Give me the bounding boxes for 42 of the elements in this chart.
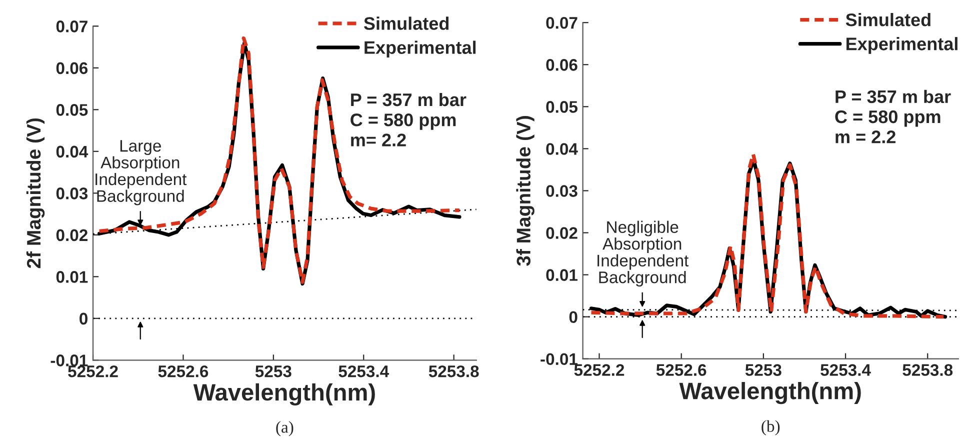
y-axis-title: 2f Magnitude (V) [26, 118, 45, 268]
y-tick-label: 0.06 [546, 59, 578, 71]
y-tick-label: 0.04 [546, 143, 578, 155]
legend-label: Experimental [846, 37, 958, 54]
annotation: P = 357 m bar C = 580 ppm m= 2.2 [350, 92, 466, 146]
x-tick-label: 5252.2 [68, 365, 118, 378]
x-axis-title: Wavelength(nm) [679, 382, 861, 404]
text: (b) [762, 420, 780, 436]
y-axis-title: 3f Magnitude (V) [516, 116, 534, 266]
x-tick-label: 5253 [745, 364, 782, 376]
x-tick-label: 5253.4 [820, 364, 871, 376]
annotation: P = 357 m bar C = 580 ppm m = 2.2 [835, 90, 951, 144]
y-tick-label: 0.01 [56, 271, 88, 283]
x-tick-label: 5253.4 [338, 365, 390, 378]
x-tick-label: 5253 [255, 365, 292, 378]
y-tick-label: 0.07 [546, 16, 578, 29]
y-tick-label: 0 [569, 311, 578, 324]
x-tick-label: 5252.2 [574, 364, 624, 376]
legend-label: Simulated [364, 16, 449, 30]
y-tick-label: 0.04 [56, 146, 88, 158]
legend-label: Simulated [846, 13, 930, 26]
y-tick-label: 0.06 [56, 62, 88, 74]
text: (a) [276, 421, 294, 436]
x-tick-label: 5252.6 [656, 364, 706, 376]
annotation: Large Absorption Independent Background [96, 140, 187, 206]
x-tick-label: 5253.8 [902, 364, 953, 376]
y-tick-label: -0.01 [50, 354, 88, 366]
y-tick-label: 0.05 [56, 104, 88, 116]
y-tick-label: 0.05 [546, 101, 578, 113]
annotation: Negligible Absorption Independent Background [598, 220, 689, 287]
y-tick-label: 0.07 [56, 20, 88, 32]
y-tick-label: 0.02 [56, 229, 88, 242]
x-tick-label: 5252.6 [158, 365, 208, 378]
legend-label: Experimental [364, 40, 476, 58]
x-tick-label: 5253.8 [428, 365, 479, 378]
x-axis-title: Wavelength(nm) [193, 383, 375, 406]
y-tick-label: -0.01 [540, 353, 578, 366]
y-tick-label: 0.03 [56, 188, 88, 200]
y-tick-label: 0 [80, 312, 88, 325]
y-tick-label: 0.02 [546, 227, 578, 239]
y-tick-label: 0.01 [546, 269, 578, 281]
y-tick-label: 0.03 [546, 185, 578, 197]
